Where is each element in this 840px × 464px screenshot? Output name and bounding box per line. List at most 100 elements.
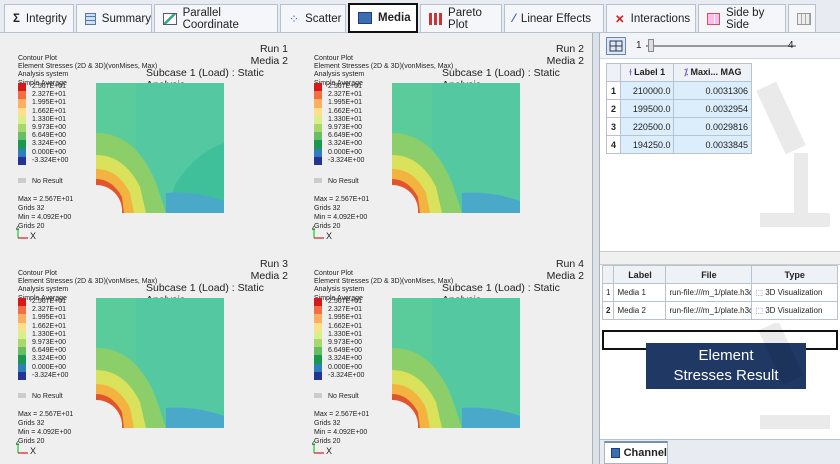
media-label: Media 2 (546, 270, 584, 282)
vertical-splitter[interactable] (592, 33, 600, 464)
tab-label: Integrity (25, 12, 67, 25)
media-panel-run-4[interactable]: Run 4 Media 2 Subcase 1 (Load) : Static … (296, 248, 592, 463)
min-max-stats: Max = 2.567E+01 Grids 32 Min = 4.092E+00 G… (314, 196, 370, 230)
legend-value: 3.324E+00 (328, 140, 363, 148)
legend-value: 6.649E+00 (32, 347, 67, 355)
legend-value: -3.324E+00 (32, 371, 69, 379)
legend-value: 9.973E+00 (32, 124, 67, 132)
table-row[interactable]: 2 Media 2 run-file:///m_1/plate.h3d ⬚ 3D… (601, 301, 838, 320)
legend-values: 2.567E+01 2.327E+01 1.995E+01 1.662E+01 1.33… (328, 83, 364, 165)
table-row[interactable]: 4 194250.0 0.0033845 (606, 135, 752, 154)
legend-values: 2.567E+01 2.327E+01 1.995E+01 1.662E+01 1.33… (32, 298, 68, 380)
legend-value: 1.995E+01 (32, 99, 67, 107)
tab-scatter[interactable]: ⁘ Scatter (280, 4, 346, 32)
color-bar-swatch (314, 363, 322, 372)
svg-text:X: X (326, 231, 332, 240)
grid-layout-button[interactable] (606, 37, 626, 55)
contour-legend: Contour Plot Element Stresses (2D & 3D)(v… (18, 270, 158, 445)
tab-channel[interactable]: Channel (604, 441, 668, 464)
media-icon (358, 12, 372, 24)
color-bar-swatch (18, 306, 26, 315)
contour-plot[interactable] (96, 83, 224, 213)
run-slider-track[interactable] (646, 45, 796, 47)
contour-plot[interactable] (392, 83, 520, 213)
table-row[interactable]: 3 220500.0 0.0029816 (606, 117, 752, 136)
slider-max-label: 4 (788, 40, 794, 51)
color-bar-swatch (314, 91, 322, 100)
tab-media[interactable]: Media (348, 3, 418, 33)
color-bar-swatch (18, 314, 26, 323)
color-bar-swatch (18, 99, 26, 108)
legend-value: -3.324E+00 (328, 371, 365, 379)
channel-icon (611, 448, 620, 458)
color-bar (314, 83, 322, 165)
tab-extra[interactable] (788, 4, 816, 32)
color-bar-swatch (314, 148, 322, 157)
min-max-stats: Max = 2.567E+01 Grids 32 Min = 4.092E+00 G… (18, 411, 74, 445)
media-panel-run-2[interactable]: Run 2 Media 2 Subcase 1 (Load) : Static … (296, 33, 592, 248)
media-panel-run-3[interactable]: Run 3 Media 2 Subcase 1 (Load) : Static … (0, 248, 296, 463)
tab-label: Scatter (305, 12, 342, 25)
tab-side-by-side[interactable]: Side by Side (698, 4, 786, 32)
table-row[interactable]: 1 Media 1 run-file:///m_1/plate.h3d ⬚ 3D… (601, 283, 838, 302)
horizontal-splitter[interactable] (600, 251, 840, 265)
grid-icon (797, 12, 811, 25)
color-bar-swatch (18, 338, 26, 348)
run-label: Run 3 (259, 258, 288, 270)
tab-interactions[interactable]: ✕ Interactions (606, 4, 696, 32)
legend-value: 9.973E+00 (328, 124, 363, 132)
legend-value: 9.973E+00 (32, 339, 67, 347)
legend-value: 2.327E+01 (32, 91, 67, 99)
contour-plot[interactable] (96, 298, 224, 428)
media-panel-run-1[interactable]: Run 1 Media 2 Subcase 1 (Load) : Static … (0, 33, 296, 248)
run-toolbar: 1 4 (600, 33, 840, 59)
no-result-label: No Result (18, 393, 63, 401)
tab-linear-effects[interactable]: ⁄ Linear Effects (504, 4, 604, 32)
column-header-label[interactable]: Label (613, 265, 667, 284)
grid-icon (609, 40, 623, 52)
legend-value: 2.567E+01 (328, 298, 363, 305)
run-header: Run 4 Media 2 (547, 258, 584, 282)
column-header-label-1[interactable]: ⟊ Label 1 (619, 63, 675, 82)
tab-integrity[interactable]: Σ Integrity (4, 4, 74, 32)
no-result-label: No Result (314, 178, 359, 186)
table-row[interactable]: 1 210000.0 0.0031306 (606, 81, 752, 100)
media-label: Media 2 (546, 55, 584, 67)
microscope-watermark-icon (756, 81, 830, 227)
summary-table-icon (85, 12, 96, 25)
column-header-file[interactable]: File (665, 265, 753, 284)
parallel-coordinate-icon (163, 12, 177, 25)
column-header-type[interactable]: Type (751, 265, 838, 284)
svg-text:Z: Z (16, 226, 20, 232)
legend-value: 1.330E+01 (328, 330, 363, 338)
run-header: Run 3 Media 2 (251, 258, 288, 282)
tab-pareto-plot[interactable]: Pareto Plot (420, 4, 502, 32)
slider-min-label: 1 (636, 40, 642, 51)
contour-legend: Contour Plot Element Stresses (2D & 3D)(v… (314, 270, 454, 445)
tab-parallel-coordinate[interactable]: Parallel Coordinate (154, 4, 278, 32)
table-row[interactable]: 2 199500.0 0.0032954 (606, 99, 752, 118)
run-header: Run 2 Media 2 (547, 43, 584, 67)
axis-triad-icon: X Z (312, 226, 332, 240)
column-header-max-mag[interactable]: ⁒ Maxi... MAG (673, 63, 752, 82)
side-by-side-icon (707, 12, 720, 25)
tab-label: Linear Effects (520, 12, 592, 25)
legend-value: 1.330E+01 (32, 330, 67, 338)
annotation-callout: Element Stresses Result (646, 343, 806, 389)
tab-label: Pareto Plot (448, 6, 482, 31)
color-bar-swatch (314, 115, 322, 124)
no-result-label: No Result (18, 178, 63, 186)
color-bar-swatch (18, 355, 26, 364)
media-grid: Run 1 Media 2 Subcase 1 (Load) : Static … (0, 33, 592, 464)
legend-value: 6.649E+00 (328, 347, 363, 355)
run-table: ⟊ Label 1 ⁒ Maxi... MAG 1 210000.0 0.003… (606, 63, 752, 154)
color-bar-swatch (18, 83, 26, 92)
media-label: Media 2 (250, 55, 288, 67)
color-bar-swatch (18, 371, 26, 380)
contour-plot[interactable] (392, 298, 520, 428)
run-slider-thumb[interactable] (648, 39, 654, 52)
color-bar-swatch (314, 83, 322, 92)
legend-value: 1.995E+01 (328, 99, 363, 107)
tab-summary[interactable]: Summary (76, 4, 152, 32)
color-bar-swatch (18, 123, 26, 133)
